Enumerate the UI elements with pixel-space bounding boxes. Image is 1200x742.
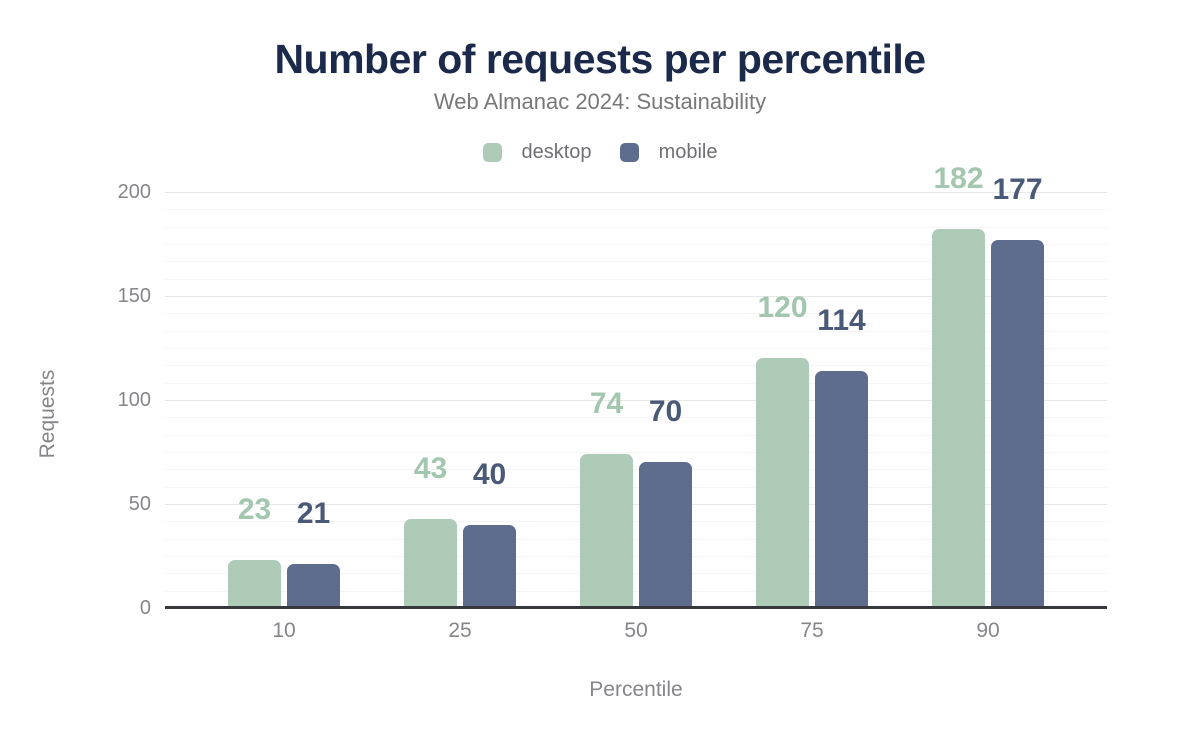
bar-mobile-p75[interactable] — [815, 370, 868, 608]
mobile-series-swatch-icon — [619, 143, 639, 162]
major-gridline — [165, 504, 1107, 505]
legend-label-mobile: mobile — [658, 141, 718, 163]
minor-gridline — [165, 486, 1107, 488]
minor-gridline — [165, 348, 1107, 349]
minor-gridline — [165, 382, 1107, 384]
minor-gridline — [165, 261, 1107, 263]
minor-gridline — [165, 590, 1107, 592]
minor-gridline — [165, 226, 1107, 228]
value-label-desktop-p50: 74 — [589, 387, 624, 421]
bar-mobile-p25[interactable] — [463, 524, 516, 608]
value-label-desktop-p10: 23 — [237, 493, 272, 527]
minor-gridline — [165, 556, 1107, 557]
bar-desktop-p90[interactable] — [932, 229, 985, 608]
value-label-mobile-p25: 40 — [472, 457, 507, 491]
y-tick-label: 0 — [139, 597, 151, 619]
minor-gridline — [165, 417, 1107, 419]
minor-gridline — [165, 278, 1107, 280]
x-tick-label: 10 — [272, 619, 296, 642]
minor-gridline — [165, 521, 1107, 523]
x-tick-label: 25 — [448, 619, 472, 642]
y-axis-title: Requests — [36, 369, 59, 459]
chart-subtitle: Web Almanac 2024: Sustainability — [433, 89, 767, 114]
minor-gridline — [165, 434, 1107, 436]
chart-title: Number of requests per percentile — [274, 36, 926, 82]
bar-mobile-p50[interactable] — [639, 462, 692, 608]
major-gridline — [165, 400, 1107, 401]
value-label-mobile-p10: 21 — [296, 497, 331, 531]
x-tick-label: 75 — [800, 619, 824, 642]
value-label-desktop-p90: 182 — [933, 162, 984, 196]
bar-mobile-p90[interactable] — [991, 239, 1044, 608]
bar-desktop-p50[interactable] — [580, 454, 633, 608]
y-tick-label: 150 — [117, 285, 151, 307]
major-gridline — [165, 192, 1107, 193]
value-label-desktop-p25: 43 — [413, 451, 448, 485]
minor-gridline — [165, 538, 1107, 540]
bar-desktop-p75[interactable] — [756, 358, 809, 608]
desktop-series-swatch-icon — [482, 143, 502, 162]
minor-gridline — [165, 573, 1107, 575]
x-axis-title: Percentile — [589, 678, 683, 701]
legend-item-desktop[interactable]: desktop — [482, 141, 592, 164]
major-gridline — [165, 296, 1107, 297]
value-label-mobile-p50: 70 — [648, 395, 683, 429]
minor-gridline — [165, 365, 1107, 367]
legend-item-mobile[interactable]: mobile — [619, 141, 718, 164]
bar-desktop-p10[interactable] — [228, 560, 281, 608]
x-tick-label: 90 — [976, 619, 1000, 642]
value-label-mobile-p90: 177 — [992, 172, 1043, 206]
legend-label-desktop: desktop — [521, 141, 592, 163]
bar-mobile-p10[interactable] — [287, 564, 340, 608]
minor-gridline — [165, 244, 1107, 245]
minor-gridline — [165, 469, 1107, 471]
minor-gridline — [165, 209, 1107, 211]
x-tick-label: 50 — [624, 619, 648, 642]
bar-desktop-p25[interactable] — [404, 518, 457, 608]
minor-gridline — [165, 452, 1107, 453]
legend: desktop mobile — [0, 141, 1200, 164]
value-label-desktop-p75: 120 — [757, 291, 808, 325]
minor-gridline — [165, 313, 1107, 315]
y-tick-label: 100 — [117, 389, 151, 411]
y-tick-label: 200 — [117, 181, 151, 203]
value-label-mobile-p75: 114 — [817, 303, 866, 337]
minor-gridline — [165, 330, 1107, 332]
y-tick-label: 50 — [128, 493, 151, 515]
x-axis-line — [165, 606, 1107, 609]
